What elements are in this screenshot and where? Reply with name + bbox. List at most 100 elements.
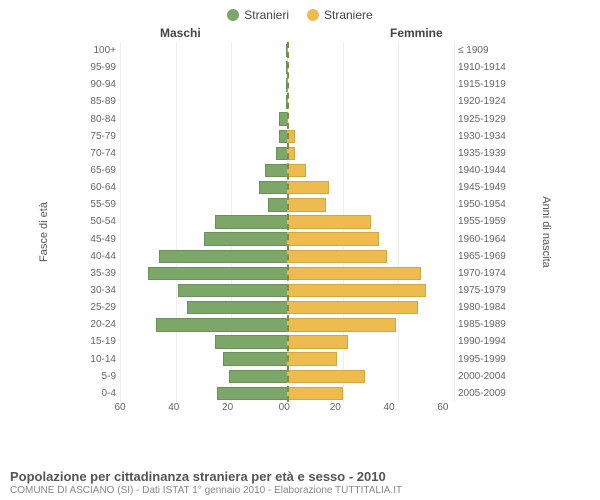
birth-year-label: 1925-1929	[454, 114, 510, 125]
birth-year-label: 1955-1959	[454, 216, 510, 227]
age-label: 100+	[80, 45, 120, 56]
age-label: 25-29	[80, 302, 120, 313]
x-tick: 20	[222, 402, 233, 422]
x-axis: 6040200 0204060	[80, 402, 510, 422]
chart-footer: Popolazione per cittadinanza straniera p…	[10, 469, 590, 496]
age-label: 20-24	[80, 319, 120, 330]
bar-row: 85-891920-1924	[80, 93, 510, 110]
age-label: 5-9	[80, 371, 120, 382]
bar-row: 65-691940-1944	[80, 162, 510, 179]
bar-row: 55-591950-1954	[80, 196, 510, 213]
age-label: 95-99	[80, 62, 120, 73]
bar-female	[287, 164, 306, 177]
bar-row: 90-94 1915-1919	[80, 76, 510, 93]
x-tick: 20	[330, 402, 341, 422]
bar-male	[259, 181, 287, 194]
age-label: 45-49	[80, 234, 120, 245]
birth-year-label: 2000-2004	[454, 371, 510, 382]
birth-year-label: 1910-1914	[454, 62, 510, 73]
birth-year-label: 2005-2009	[454, 388, 510, 399]
center-divider	[287, 42, 289, 402]
bar-male	[156, 318, 287, 331]
bar-row: 5-9 2000-2004	[80, 368, 510, 385]
y-axis-left-label: Fasce di età	[38, 202, 50, 262]
birth-year-label: 1935-1939	[454, 148, 510, 159]
age-label: 55-59	[80, 199, 120, 210]
bar-female	[287, 267, 421, 280]
age-label: 75-79	[80, 131, 120, 142]
bar-male	[265, 164, 287, 177]
birth-year-label: 1960-1964	[454, 234, 510, 245]
x-tick: 0	[284, 402, 290, 422]
bar-row: 0-4 2005-2009	[80, 385, 510, 402]
bar-male	[223, 352, 287, 365]
chart-grid: 100+≤ 1909 95-99 1910-1914 90-94 1915-1919 85…	[80, 42, 510, 402]
age-label: 80-84	[80, 114, 120, 125]
birth-year-label: 1965-1969	[454, 251, 510, 262]
x-tick: 60	[114, 402, 125, 422]
age-label: 50-54	[80, 216, 120, 227]
y-axis-right-label: Anni di nascita	[540, 196, 552, 268]
age-label: 60-64	[80, 182, 120, 193]
birth-year-label: 1980-1984	[454, 302, 510, 313]
column-title-male: Maschi	[160, 26, 201, 40]
bar-row: 50-54 1955-1959	[80, 213, 510, 230]
plot-area: Fasce di età Anni di nascita 100+≤ 19099…	[20, 42, 580, 422]
birth-year-label: 1975-1979	[454, 285, 510, 296]
bar-female	[287, 387, 343, 400]
x-tick: 40	[168, 402, 179, 422]
bar-row: 100+≤ 1909	[80, 42, 510, 59]
age-label: 35-39	[80, 268, 120, 279]
bar-female	[287, 335, 348, 348]
birth-year-label: 1995-1999	[454, 354, 510, 365]
footer-title: Popolazione per cittadinanza straniera p…	[10, 469, 590, 484]
legend-swatch-male	[227, 9, 239, 21]
age-label: 40-44	[80, 251, 120, 262]
bar-male	[279, 130, 287, 143]
bar-row: 75-79 1930-1934	[80, 128, 510, 145]
birth-year-label: 1945-1949	[454, 182, 510, 193]
bar-male	[215, 215, 287, 228]
bar-row: 10-14 1995-1999	[80, 351, 510, 368]
age-label: 65-69	[80, 165, 120, 176]
x-axis-right: 0204060	[287, 402, 454, 422]
bar-rows: 100+≤ 1909 95-99 1910-1914 90-94 1915-1919 85…	[80, 42, 510, 402]
bar-female	[287, 232, 379, 245]
birth-year-label: 1915-1919	[454, 79, 510, 90]
column-title-female: Femmine	[390, 26, 443, 40]
bar-female	[287, 250, 387, 263]
bar-female	[287, 301, 418, 314]
legend-swatch-female	[307, 9, 319, 21]
bar-row: 95-99 1910-1914	[80, 59, 510, 76]
age-label: 10-14	[80, 354, 120, 365]
bar-female	[287, 284, 426, 297]
x-axis-left: 6040200	[120, 402, 287, 422]
age-label: 90-94	[80, 79, 120, 90]
bar-row: 35-391970-1974	[80, 265, 510, 282]
bar-male	[178, 284, 287, 297]
birth-year-label: 1930-1934	[454, 131, 510, 142]
bar-row: 30-341975-1979	[80, 282, 510, 299]
bar-row: 60-64 1945-1949	[80, 179, 510, 196]
age-label: 70-74	[80, 148, 120, 159]
column-titles: Maschi Femmine	[10, 26, 590, 42]
population-pyramid-chart: Stranieri Straniere Maschi Femmine Fasce…	[0, 0, 600, 500]
birth-year-label: 1990-1994	[454, 336, 510, 347]
bar-male	[187, 301, 287, 314]
bar-male	[279, 112, 287, 125]
x-tick: 60	[437, 402, 448, 422]
bar-male	[159, 250, 287, 263]
legend-label-male: Stranieri	[244, 8, 289, 22]
birth-year-label: 1920-1924	[454, 96, 510, 107]
legend: Stranieri Straniere	[10, 8, 590, 22]
bar-female	[287, 198, 326, 211]
age-label: 0-4	[80, 388, 120, 399]
bar-female	[287, 215, 371, 228]
bar-row: 70-74 1935-1939	[80, 145, 510, 162]
birth-year-label: 1985-1989	[454, 319, 510, 330]
bar-male	[148, 267, 287, 280]
bar-row: 80-84 1925-1929	[80, 111, 510, 128]
bar-male	[276, 147, 287, 160]
bar-row: 20-24 1985-1989	[80, 316, 510, 333]
bar-row: 15-191990-1994	[80, 333, 510, 350]
